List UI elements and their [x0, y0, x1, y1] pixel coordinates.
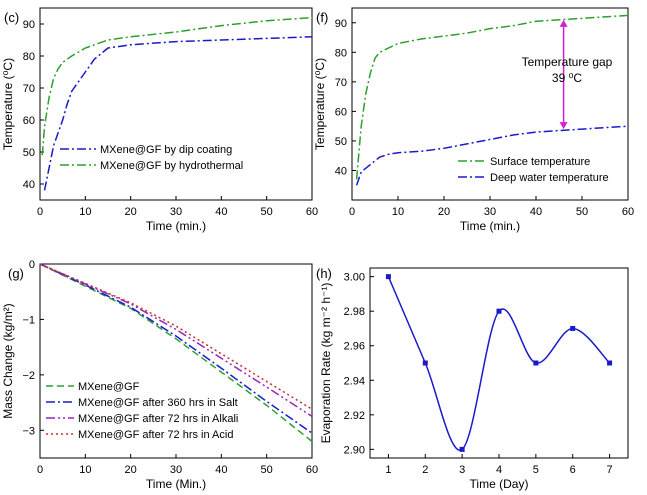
y-tick-label: 2.90 [344, 444, 365, 456]
legend-label: MXene@GF [78, 381, 140, 393]
x-tick-label: 60 [306, 464, 318, 476]
y-axis-label: Mass Change (kg/m²) [1, 303, 15, 418]
x-tick-label: 30 [170, 206, 182, 218]
x-tick-label: 10 [79, 206, 91, 218]
legend-label: MXene@GF after 72 hrs in Acid [78, 429, 233, 441]
x-axis-label: Time (Min.) [146, 477, 206, 491]
x-tick-label: 0 [37, 206, 43, 218]
y-tick-label: 90 [23, 19, 35, 31]
series-line-1 [355, 14, 629, 180]
x-axis-label: Time (min.) [146, 219, 206, 233]
y-tick-label: 50 [335, 136, 347, 148]
x-tick-label: 6 [570, 464, 576, 476]
y-tick-label: 2.96 [344, 341, 365, 353]
y-tick-label: 80 [335, 47, 347, 59]
x-tick-label: 60 [306, 206, 318, 218]
data-point [570, 325, 576, 331]
data-point [385, 274, 391, 280]
series-line-1 [387, 276, 611, 451]
x-tick-label: 4 [496, 464, 502, 476]
x-tick-label: 30 [484, 206, 496, 218]
x-tick-label: 40 [530, 206, 542, 218]
y-axis-label: Temperature (⁰C) [1, 58, 15, 150]
series-line-3 [39, 263, 313, 418]
panel-label: (f) [316, 10, 328, 25]
y-tick-label: 40 [335, 165, 347, 177]
panel-label: (c) [4, 10, 19, 25]
y-tick-label: 80 [23, 51, 35, 63]
y-tick-label: 2.98 [344, 306, 365, 318]
x-tick-label: 50 [261, 206, 273, 218]
chart-panel-3: (g) 0 10 20 30 40 50 60 0 −1 −2 −3 Time (Min.) Mass C… [1, 259, 318, 491]
x-axis-label: Time (Day) [470, 477, 529, 491]
y-tick-label: 60 [23, 115, 35, 127]
x-tick-label: 20 [125, 206, 137, 218]
legend-label: Surface temperature [490, 156, 590, 168]
y-tick-label: −2 [22, 370, 35, 382]
x-tick-label: 10 [392, 206, 404, 218]
gap-arrow-head-top [559, 19, 568, 27]
y-tick-label: 90 [335, 18, 347, 30]
legend-label: MXene@GF by hydrothermal [100, 160, 243, 172]
x-tick-label: 2 [422, 464, 428, 476]
legend-label: MXene@GF by dip coating [100, 144, 232, 156]
x-tick-label: 10 [79, 464, 91, 476]
y-tick-label: 40 [23, 179, 35, 191]
y-tick-label: 3.00 [344, 272, 365, 284]
data-point [422, 360, 428, 366]
panel-label: (g) [8, 266, 24, 281]
data-point [496, 308, 502, 314]
x-tick-label: 7 [607, 464, 613, 476]
panel-label: (h) [316, 266, 332, 281]
x-tick-label: 20 [125, 464, 137, 476]
x-tick-label: 20 [438, 206, 450, 218]
y-tick-label: 0 [29, 259, 35, 271]
y-tick-label: 70 [335, 77, 347, 89]
y-tick-label: −1 [22, 314, 35, 326]
plot-frame [369, 267, 629, 459]
annotation-text: Temperature gap [522, 55, 613, 69]
y-tick-label: 2.94 [344, 375, 365, 387]
chart-panel-1: (c) 0 10 20 30 40 50 60 40 50 60 70 80 90 Time (min.) T… [1, 7, 318, 233]
series-line-4 [39, 263, 313, 410]
chart-panel-2: (f) 0 10 20 30 40 50 60 40 50 60 70 80 90 Time (min.) T… [313, 7, 634, 233]
legend-label: MXene@GF after 72 hrs in Alkali [78, 413, 238, 425]
x-tick-label: 0 [37, 464, 43, 476]
x-tick-label: 3 [459, 464, 465, 476]
series-line-2 [39, 263, 313, 434]
data-point [607, 360, 613, 366]
x-tick-label: 40 [215, 206, 227, 218]
y-tick-label: −3 [22, 425, 35, 437]
y-tick-label: 2.92 [344, 410, 365, 422]
series-line-1 [39, 263, 313, 442]
y-axis-label: Evaporation Rate (kg m⁻² h⁻¹) [319, 283, 333, 444]
x-tick-label: 50 [261, 464, 273, 476]
x-tick-label: 50 [576, 206, 588, 218]
series-line-2 [41, 16, 313, 156]
y-tick-label: 60 [335, 106, 347, 118]
data-point [533, 360, 539, 366]
data-point [459, 446, 465, 452]
series-line-2 [355, 125, 629, 186]
series-line-1 [43, 36, 313, 191]
x-tick-label: 0 [349, 206, 355, 218]
legend-label: Deep water temperature [490, 172, 609, 184]
y-tick-label: 70 [23, 83, 35, 95]
x-axis-label: Time (min.) [460, 219, 520, 233]
y-axis-label: Temperature (⁰C) [313, 58, 327, 150]
legend-label: MXene@GF after 360 hrs in Salt [78, 397, 238, 409]
x-tick-label: 5 [533, 464, 539, 476]
chart-panel-4: (h) 1 2 3 4 5 6 7 2.90 2.92 2.94 2.96 2.98 3.00 Time (… [316, 266, 629, 491]
gap-arrow-head-bottom [559, 122, 568, 130]
x-tick-label: 30 [170, 464, 182, 476]
x-tick-label: 1 [385, 464, 391, 476]
annotation-value: 39 ⁰C [552, 71, 582, 85]
x-tick-label: 60 [622, 206, 634, 218]
x-tick-label: 40 [215, 464, 227, 476]
y-tick-label: 50 [23, 147, 35, 159]
